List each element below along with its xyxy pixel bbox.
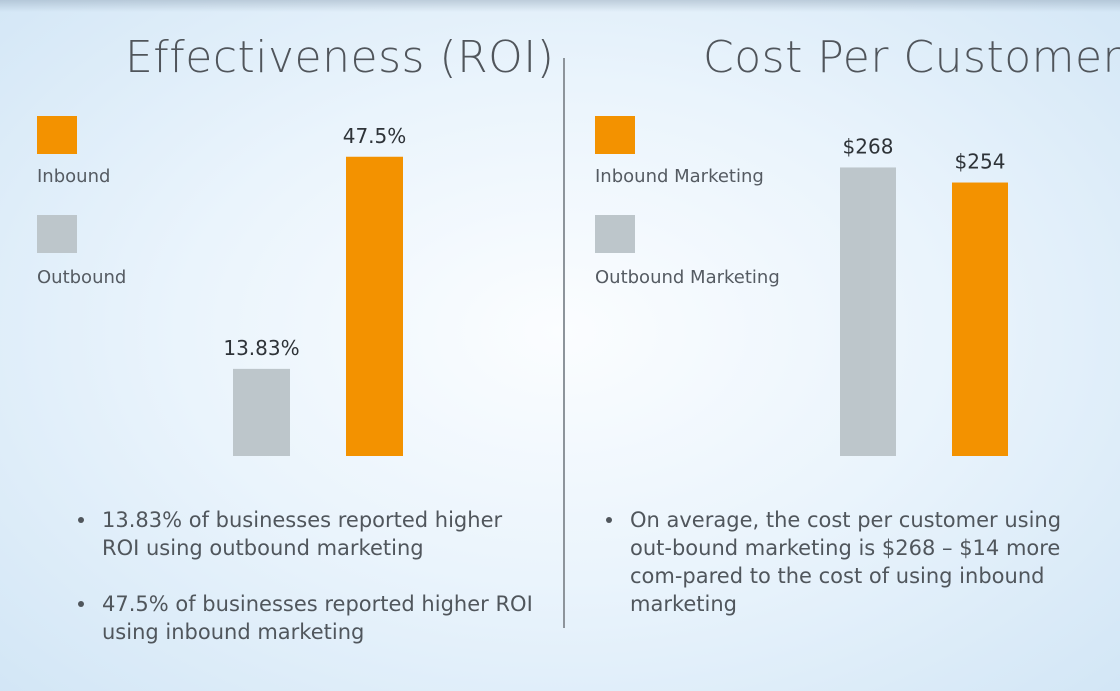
bar-outbound	[233, 368, 290, 456]
cost-chart-title: Cost Per Customer	[703, 32, 1120, 83]
data-label-outbound-marketing: $268	[843, 134, 894, 158]
data-label-inbound: 47.5%	[343, 124, 407, 148]
legend-swatch-outbound-marketing	[595, 215, 635, 253]
roi-bar-chart: 13.83% 47.5%	[223, 124, 406, 456]
cost-note: On average, the cost per customer using …	[606, 506, 1081, 618]
panel-divider	[563, 58, 565, 628]
bar-outbound-marketing	[840, 167, 896, 456]
legend-swatch-inbound	[37, 116, 77, 154]
top-shadow-bar	[0, 0, 1120, 12]
roi-chart-title: Effectiveness (ROI)	[125, 32, 555, 83]
data-label-outbound: 13.83%	[223, 336, 299, 360]
cost-bar-chart: $268 $254	[840, 134, 1008, 456]
legend-swatch-inbound-marketing	[595, 116, 635, 154]
cost-notes-list: On average, the cost per customer using …	[606, 506, 1081, 646]
bar-inbound-marketing	[952, 182, 1008, 456]
plot-area: 13.83% 47.5%	[223, 124, 406, 456]
roi-note-outbound: 13.83% of businesses reported higher ROI…	[78, 506, 538, 562]
legend-label-outbound-marketing: Outbound Marketing	[595, 267, 780, 288]
data-label-inbound-marketing: $254	[955, 150, 1006, 174]
roi-note-inbound: 47.5% of businesses reported higher ROI …	[78, 590, 538, 646]
legend-label-inbound: Inbound	[37, 166, 111, 187]
plot-area: $268 $254	[840, 134, 1008, 456]
bar-inbound	[346, 156, 403, 456]
legend-label-inbound-marketing: Inbound Marketing	[595, 166, 764, 187]
legend-label-outbound: Outbound	[37, 267, 127, 288]
roi-notes-list: 13.83% of businesses reported higher ROI…	[78, 506, 538, 674]
legend-swatch-outbound	[37, 215, 77, 253]
